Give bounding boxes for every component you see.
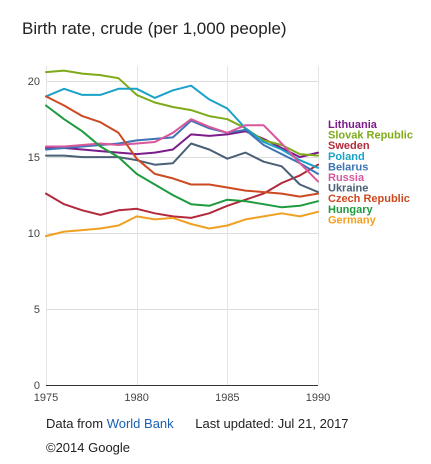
y-tick-label: 15 — [28, 152, 40, 164]
footer: Data from World Bank Last updated: Jul 2… — [46, 416, 349, 431]
legend-item-ukraine[interactable]: Ukraine — [328, 183, 368, 195]
series-lines — [45, 69, 319, 238]
y-tick-label: 10 — [28, 228, 40, 240]
series-line-germany[interactable] — [45, 210, 319, 238]
x-tick-label: 1975 — [34, 392, 58, 404]
grid-lines — [46, 66, 319, 386]
series-line-poland[interactable] — [45, 84, 319, 169]
line-chart: 0 5 10 15 20 1975 1980 1985 1990 LithuaniaSlovak… — [28, 66, 413, 404]
y-tick-label: 20 — [28, 76, 40, 88]
legend-item-lithuania[interactable]: Lithuania — [328, 119, 378, 131]
y-tick-label: 0 — [34, 380, 40, 392]
legend-item-russia[interactable]: Russia — [328, 172, 365, 184]
copyright: ©2014 Google — [46, 440, 131, 455]
legend-item-poland[interactable]: Poland — [328, 151, 365, 163]
legend-item-sweden[interactable]: Sweden — [328, 140, 370, 152]
legend-item-hungary[interactable]: Hungary — [328, 204, 374, 216]
x-tick-label: 1980 — [124, 392, 148, 404]
series-line-ukraine[interactable] — [45, 142, 319, 194]
x-tick-label: 1990 — [306, 392, 330, 404]
axis-labels: 0 5 10 15 20 1975 1980 1985 1990 — [28, 76, 330, 404]
chart-title: Birth rate, crude (per 1,000 people) — [22, 19, 287, 38]
legend-item-belarus[interactable]: Belarus — [328, 161, 368, 173]
world-bank-link[interactable]: World Bank — [106, 416, 174, 431]
y-tick-label: 5 — [34, 304, 40, 316]
legend-item-slovak-republic[interactable]: Slovak Republic — [328, 130, 413, 142]
last-updated: Last updated: Jul 21, 2017 — [195, 416, 349, 431]
source-prefix: Data from — [46, 416, 104, 431]
x-tick-label: 1985 — [215, 392, 239, 404]
legend-item-germany[interactable]: Germany — [328, 214, 377, 226]
series-line-sweden[interactable] — [45, 163, 319, 219]
legend-item-czech-republic[interactable]: Czech Republic — [328, 193, 410, 205]
series-line-czech-republic[interactable] — [45, 95, 319, 198]
series-line-slovak-republic[interactable] — [45, 69, 319, 157]
series-line-russia[interactable] — [45, 118, 319, 183]
series-line-belarus[interactable] — [45, 119, 319, 175]
series-line-hungary[interactable] — [45, 104, 319, 209]
